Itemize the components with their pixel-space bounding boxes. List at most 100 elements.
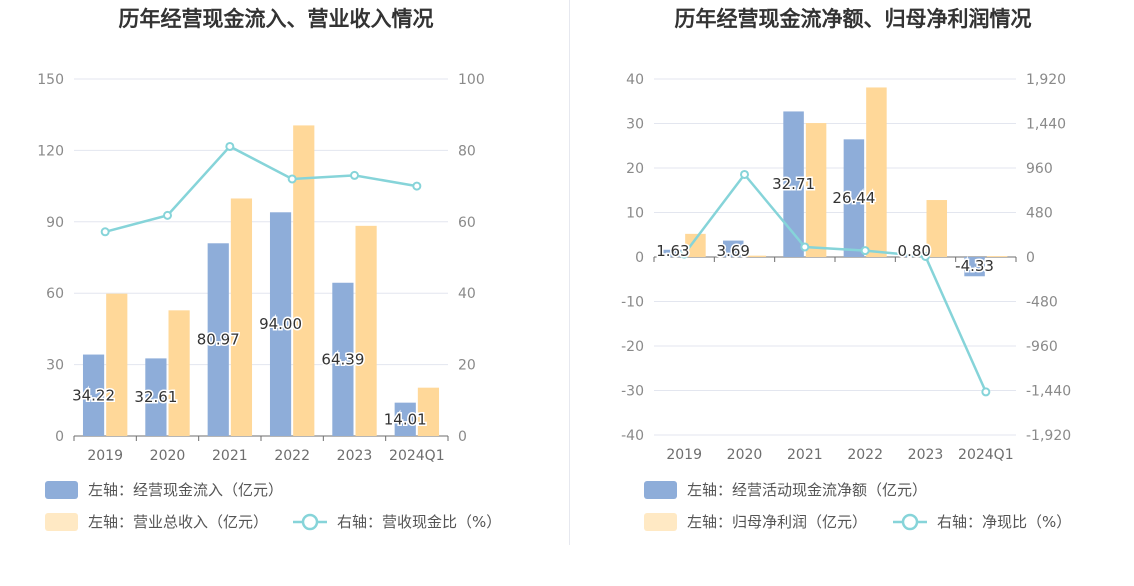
left-bar-data-label: 94.00 (259, 315, 302, 333)
left-axis-tick-label: -10 (621, 295, 644, 311)
left-bar-data-label: 32.61 (134, 388, 177, 406)
left-secondary-bar (106, 293, 128, 436)
chart-title: 历年经营现金流净额、归母净利润情况 (675, 7, 1032, 31)
right-chart: 历年经营现金流净额、归母净利润情况 -40 -1,920 -30 -1,440 -20 -9… (621, 7, 1071, 531)
right-ratio-point (679, 249, 689, 259)
x-axis-tick-label: 2022 (274, 448, 310, 464)
left-secondary-bar (293, 125, 315, 436)
left-axis-tick-label: 120 (37, 143, 64, 159)
x-axis-tick-label: 2024Q1 (958, 447, 1014, 463)
right-bar-data-label: 1.63 (656, 242, 689, 260)
left-axis-tick-label: 0 (635, 250, 644, 266)
right-ratio-point (860, 246, 870, 256)
right-axis-tick-label: 960 (1026, 161, 1053, 177)
right-primary-bar (722, 240, 744, 257)
right-axis-tick-label: 480 (1026, 206, 1053, 222)
x-axis-tick-label: 2024Q1 (389, 448, 445, 464)
left-bar-data-label: 64.39 (321, 350, 364, 368)
x-axis-tick-label: 2021 (787, 447, 823, 463)
legend-label: 左轴：归母净利润（亿元） (687, 513, 867, 531)
right-ratio-point (921, 251, 930, 261)
x-axis-tick-label: 2023 (908, 447, 944, 463)
left-bar-data-label: 80.97 (197, 331, 240, 349)
right-axis-tick-label: -480 (1026, 295, 1058, 311)
x-axis-tick-label: 2021 (212, 448, 248, 464)
left-axis-tick-label: -20 (621, 339, 644, 355)
right-axis-tick-label: -1,920 (1026, 428, 1071, 444)
right-axis-tick-label: 0 (458, 429, 467, 445)
right-ratio-point (800, 242, 810, 252)
left-chart: 历年经营现金流入、营业收入情况 0 0 30 20 60 40 90 60 120 80 150 100… (37, 7, 501, 531)
legend-swatch (45, 481, 78, 499)
left-axis-tick-label: -40 (621, 428, 644, 444)
right-axis-tick-label: 0 (1026, 250, 1035, 266)
x-axis-tick-label: 2019 (666, 447, 702, 463)
legend-line-marker (301, 513, 319, 531)
right-bar-data-label: 26.44 (832, 189, 875, 207)
x-axis-tick-label: 2020 (727, 447, 763, 463)
right-secondary-bar (805, 123, 827, 258)
x-axis-tick-label: 2019 (87, 448, 123, 464)
right-secondary-bar (866, 87, 887, 257)
x-axis-tick-label: 2022 (847, 447, 883, 463)
legend-swatch (45, 513, 78, 531)
left-primary-bar (394, 402, 416, 436)
left-ratio-point (225, 141, 235, 151)
right-secondary-bar (685, 233, 706, 257)
left-ratio-line (104, 144, 418, 234)
legend-label: 左轴：营业总收入（亿元） (88, 513, 268, 531)
left-secondary-bar (168, 310, 190, 436)
left-axis-tick-label: 10 (626, 206, 644, 222)
right-secondary-bar (745, 255, 767, 257)
x-axis-tick-label: 2020 (150, 448, 186, 464)
legend-label: 右轴：净现比（%） (937, 513, 1071, 531)
left-ratio-point (100, 227, 110, 237)
legend-line-marker (901, 513, 919, 531)
left-axis-tick-label: 30 (626, 117, 644, 133)
right-axis-tick-label: 20 (458, 358, 476, 374)
left-axis-tick-label: 30 (46, 358, 64, 374)
left-axis-tick-label: 90 (46, 215, 64, 231)
right-axis-tick-label: 1,440 (1026, 117, 1066, 133)
right-axis-tick-label: -1,440 (1026, 384, 1071, 400)
right-axis-tick-label: 1,920 (1026, 72, 1066, 88)
right-chart-panel: 历年经营现金流净额、归母净利润情况 -40 -1,920 -30 -1,440 -20 -9… (567, 0, 1134, 582)
left-ratio-point (287, 174, 297, 184)
left-primary-bar (82, 354, 105, 436)
right-primary-bar (662, 249, 684, 257)
right-bar-data-label: 32.71 (772, 175, 815, 193)
right-axis-tick-label: 60 (458, 215, 476, 231)
left-bar-data-label: 34.22 (72, 386, 115, 404)
left-bar-data-label: 14.01 (384, 410, 427, 428)
left-primary-bar (207, 243, 229, 436)
right-bar-data-label: 3.69 (717, 242, 750, 260)
left-axis-tick-label: -30 (621, 384, 644, 400)
left-primary-bar (145, 358, 167, 436)
right-primary-bar (843, 139, 865, 257)
right-secondary-bar (986, 256, 1008, 257)
chart-title: 历年经营现金流入、营业收入情况 (119, 7, 434, 31)
left-axis-tick-label: 20 (626, 161, 644, 177)
left-secondary-bar (355, 225, 377, 436)
left-chart-panel: 历年经营现金流入、营业收入情况 0 0 30 20 60 40 90 60 120 80 150 100… (0, 0, 567, 582)
right-ratio-point (981, 387, 991, 397)
x-axis-tick-label: 2023 (337, 448, 373, 464)
right-secondary-bar (926, 200, 948, 257)
left-secondary-bar (230, 198, 253, 436)
right-ratio-line (683, 172, 987, 393)
left-ratio-point (163, 210, 172, 220)
legend-label: 右轴：营收现金比（%） (337, 513, 501, 531)
left-axis-tick-label: 40 (626, 72, 644, 88)
right-axis-tick-label: 40 (458, 286, 476, 302)
left-primary-bar (332, 282, 354, 436)
right-bar-data-label: -4.33 (955, 257, 994, 275)
left-axis-tick-label: 60 (46, 286, 64, 302)
left-axis-tick-label: 150 (37, 72, 64, 88)
right-primary-bar (964, 257, 985, 277)
right-primary-bar (783, 111, 804, 258)
legend-label: 左轴：经营现金流入（亿元） (88, 481, 283, 499)
left-ratio-point (412, 181, 422, 191)
right-bar-data-label: 0.80 (898, 242, 931, 260)
legend-label: 左轴：经营活动现金流净额（亿元） (687, 481, 927, 499)
